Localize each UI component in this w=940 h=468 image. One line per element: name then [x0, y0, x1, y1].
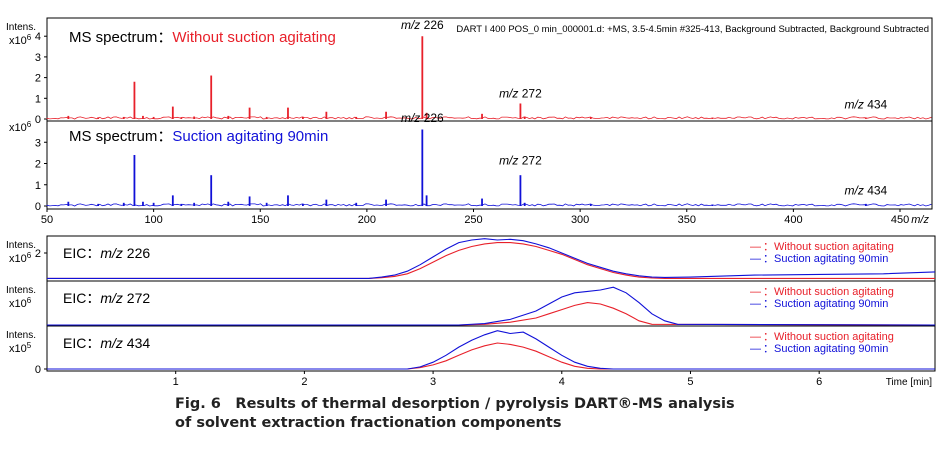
ms-spectrum-suction-xtick-label-300: 300	[571, 214, 589, 226]
ms-spectrum-suction-xtick-label-400: 400	[784, 214, 802, 226]
ms-spectrum-without-annotation-272: m/z 272	[499, 86, 542, 100]
ms-spectrum-suction-ytick-label-0: 0	[35, 201, 41, 213]
eic-272-legend-label-0: ：Without suction agitating	[763, 286, 894, 298]
ms-spectrum-without-title: MS spectrum：Without suction agitating	[69, 29, 336, 46]
eic-434-xtick-label-1: 1	[173, 376, 179, 388]
eic-272-yexp: x106	[9, 296, 32, 310]
ms-spectrum-suction-annotation-434: m/z 434	[845, 183, 888, 197]
ms-spectrum-without-yexp: x106	[9, 33, 32, 47]
eic-226-ylabel: Intens.	[6, 240, 36, 251]
ms-spectrum-suction-ytick-label-3: 3	[35, 137, 41, 149]
ms-spectrum-suction-xtick-label-100: 100	[144, 214, 162, 226]
eic-434-frame	[46, 325, 936, 372]
ms-spectrum-without-annotation-434: m/z 434	[845, 98, 888, 112]
ms-spectrum-suction-title: MS spectrum：Suction agitating 90min	[69, 128, 328, 145]
eic-434-xtick-label-6: 6	[816, 376, 822, 388]
ms-spectrum-without-ytick-label-3: 3	[35, 52, 41, 64]
ms-spectrum-suction-xtick-label-200: 200	[358, 214, 376, 226]
ms-spectrum-suction-xunit: m/z	[911, 214, 929, 226]
eic-226-legend-swatch-1: —	[750, 253, 761, 265]
ms-spectrum-without-ylabel: Intens.	[6, 22, 36, 33]
ms-spectrum-suction-xtick-label-50: 50	[41, 214, 53, 226]
eic-226-legend-label-0: ：Without suction agitating	[763, 241, 894, 253]
eic-434-legend-label-1: ：Suction agitating 90min	[763, 343, 888, 355]
ms-spectrum-suction-frame	[46, 120, 933, 210]
eic-434-xtick-label-3: 3	[430, 376, 436, 388]
ms-spectrum-suction-yexp: x106	[9, 120, 32, 134]
ms-spectrum-without-ytick-label-4: 4	[35, 31, 41, 43]
eic-434-legend-swatch-1: —	[750, 343, 761, 355]
eic-226-legend-swatch-0: —	[750, 241, 761, 253]
eic-434-xtick-label-4: 4	[559, 376, 565, 388]
ms-spectrum-without-baseline	[46, 116, 932, 120]
ms-spectrum-without-ytick-label-2: 2	[35, 73, 41, 85]
eic-272-series-blue	[47, 286, 936, 326]
ms-spectrum-suction-baseline	[46, 203, 932, 207]
eic-272-legend-swatch-1: —	[750, 298, 761, 310]
ms-spectrum-without-ytick-label-0: 0	[35, 114, 41, 126]
eic-272-series-red	[47, 302, 936, 326]
ms-spectrum-suction-annotation-272: m/z 272	[499, 154, 542, 168]
ms-spectrum-suction-ytick-label-1: 1	[35, 180, 41, 192]
ms-spectrum-suction-xtick-label-350: 350	[678, 214, 696, 226]
figure-caption-line2: of solvent extraction fractionation comp…	[175, 415, 562, 431]
ms-spectrum-without-header: DART I 400 POS_0 min_000001.d: +MS, 3.5-…	[456, 24, 929, 35]
eic-434-xtick-label-5: 5	[687, 376, 693, 388]
eic-434-legend-label-0: ：Without suction agitating	[763, 331, 894, 343]
eic-226-yexp: x106	[9, 251, 32, 265]
eic-434-series-blue	[47, 330, 935, 370]
ms-spectrum-suction-annotation-226: m/z 226	[401, 111, 444, 125]
eic-434-xunit: Time [min]	[886, 377, 933, 388]
eic-226-title: EIC：m/z 226	[63, 245, 150, 261]
eic-434-yexp: x105	[9, 341, 32, 355]
eic-434-ylabel: Intens.	[6, 330, 36, 341]
eic-434-legend-swatch-0: —	[750, 331, 761, 343]
eic-226-series-blue	[47, 238, 936, 279]
eic-434-title: EIC：m/z 434	[63, 335, 150, 351]
ms-spectrum-suction-xtick-label-250: 250	[464, 214, 482, 226]
ms-spectrum-suction-ytick-label-2: 2	[35, 159, 41, 171]
eic-226-legend-label-1: ：Suction agitating 90min	[763, 253, 888, 265]
eic-272-legend-label-1: ：Suction agitating 90min	[763, 298, 888, 310]
figure-caption-line1: Fig. 6 Results of thermal desorption / p…	[175, 396, 735, 412]
eic-434-ytick-label-0: 0	[35, 364, 41, 376]
ms-spectrum-without-ytick-label-1: 1	[35, 93, 41, 105]
eic-226-ytick-label-0: 2	[35, 248, 41, 260]
eic-434-xtick-label-2: 2	[301, 376, 307, 388]
eic-272-title: EIC：m/z 272	[63, 290, 150, 306]
eic-434-series-red	[47, 342, 935, 370]
eic-272-legend-swatch-0: —	[750, 286, 761, 298]
ms-spectrum-without-annotation-226: m/z 226	[401, 18, 444, 32]
ms-spectrum-suction-xtick-label-150: 150	[251, 214, 269, 226]
ms-spectrum-suction-xtick-label-450: 450	[891, 214, 909, 226]
eic-226-series-red	[47, 242, 935, 279]
eic-272-ylabel: Intens.	[6, 285, 36, 296]
